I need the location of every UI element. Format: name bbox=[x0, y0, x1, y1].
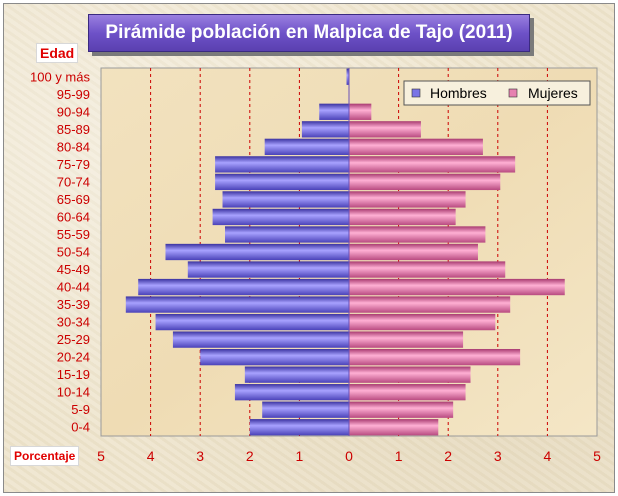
x-tick-label: 4 bbox=[147, 448, 155, 464]
bar-hombres bbox=[215, 156, 349, 173]
bar-hombres bbox=[346, 68, 349, 85]
bar-mujeres bbox=[349, 243, 478, 261]
bar-hombres bbox=[264, 138, 349, 156]
bar-hombres bbox=[262, 401, 349, 418]
bar-mujeres bbox=[349, 313, 496, 331]
bar-hombres bbox=[138, 278, 349, 296]
bar-mujeres bbox=[349, 278, 565, 296]
bar-hombres bbox=[200, 348, 349, 366]
legend-box bbox=[403, 80, 591, 106]
legend-swatch-mujeres bbox=[508, 88, 518, 98]
x-tick-label: 2 bbox=[246, 448, 254, 464]
legend-label-hombres: Hombres bbox=[430, 85, 487, 101]
y-tick-label: 45-49 bbox=[57, 262, 90, 277]
x-tick-label: 3 bbox=[494, 448, 502, 464]
y-tick-label: 30-34 bbox=[57, 315, 90, 330]
x-tick-label: 5 bbox=[97, 448, 105, 464]
legend-swatch-hombres bbox=[411, 88, 421, 98]
bar-hombres bbox=[319, 103, 349, 120]
bar-hombres bbox=[225, 226, 349, 243]
bar-mujeres bbox=[349, 296, 511, 313]
y-tick-label: 55-59 bbox=[57, 227, 90, 242]
bar-hombres bbox=[125, 296, 349, 313]
y-tick-label: 100 y más bbox=[30, 69, 90, 84]
bar-hombres bbox=[234, 384, 349, 401]
y-tick-label: 90-94 bbox=[57, 104, 90, 119]
y-tick-label: 50-54 bbox=[57, 245, 90, 260]
bar-mujeres bbox=[349, 208, 456, 226]
x-tick-label: 2 bbox=[444, 448, 452, 464]
y-tick-label: 20-24 bbox=[57, 350, 90, 365]
x-tick-label: 4 bbox=[544, 448, 552, 464]
bar-mujeres bbox=[349, 366, 471, 383]
bar-mujeres bbox=[349, 138, 483, 156]
bar-mujeres bbox=[349, 156, 516, 173]
y-tick-label: 5-9 bbox=[71, 402, 90, 417]
bar-hombres bbox=[249, 419, 349, 436]
y-tick-label: 80-84 bbox=[57, 139, 90, 154]
bar-mujeres bbox=[349, 401, 454, 418]
bar-mujeres bbox=[349, 419, 439, 436]
bar-mujeres bbox=[349, 261, 506, 278]
bar-mujeres bbox=[349, 384, 466, 401]
bar-mujeres bbox=[349, 121, 421, 138]
bar-mujeres bbox=[349, 191, 466, 208]
bar-hombres bbox=[212, 208, 349, 226]
chart-title-box: Pirámide población en Malpica de Tajo (2… bbox=[88, 14, 530, 52]
y-tick-label: 10-14 bbox=[57, 385, 90, 400]
y-tick-label: 60-64 bbox=[57, 209, 90, 224]
bar-hombres bbox=[215, 173, 349, 191]
x-tick-label: 1 bbox=[296, 448, 304, 464]
y-tick-label: 25-29 bbox=[57, 332, 90, 347]
x-tick-label: 5 bbox=[593, 448, 601, 464]
bar-hombres bbox=[244, 366, 349, 383]
x-tick-label: 3 bbox=[196, 448, 204, 464]
x-axis-title: Porcentaje bbox=[10, 446, 80, 466]
bar-mujeres bbox=[349, 348, 521, 366]
bar-mujeres bbox=[349, 173, 501, 191]
chart-title: Pirámide población en Malpica de Tajo (2… bbox=[105, 22, 513, 43]
chart-legend: Hombres Mujeres bbox=[403, 80, 591, 106]
x-tick-label: 1 bbox=[395, 448, 403, 464]
bar-mujeres bbox=[349, 331, 464, 348]
y-tick-label: 0-4 bbox=[71, 420, 90, 435]
y-tick-label: 75-79 bbox=[57, 157, 90, 172]
y-axis-title: Edad bbox=[36, 43, 79, 63]
legend-label-mujeres: Mujeres bbox=[528, 85, 578, 101]
bar-hombres bbox=[301, 121, 349, 138]
bar-mujeres bbox=[349, 226, 486, 243]
bar-hombres bbox=[165, 243, 349, 261]
y-tick-label: 70-74 bbox=[57, 174, 90, 189]
y-tick-label: 35-39 bbox=[57, 297, 90, 312]
y-tick-label: 40-44 bbox=[57, 280, 90, 295]
y-tick-label: 65-69 bbox=[57, 192, 90, 207]
bar-hombres bbox=[187, 261, 349, 278]
bar-hombres bbox=[172, 331, 349, 348]
y-tick-label: 85-89 bbox=[57, 122, 90, 137]
y-tick-label: 95-99 bbox=[57, 87, 90, 102]
x-tick-label: 0 bbox=[345, 448, 353, 464]
bar-hombres bbox=[222, 191, 349, 208]
y-tick-label: 15-19 bbox=[57, 367, 90, 382]
bar-hombres bbox=[155, 313, 349, 331]
bar-mujeres bbox=[349, 103, 372, 120]
